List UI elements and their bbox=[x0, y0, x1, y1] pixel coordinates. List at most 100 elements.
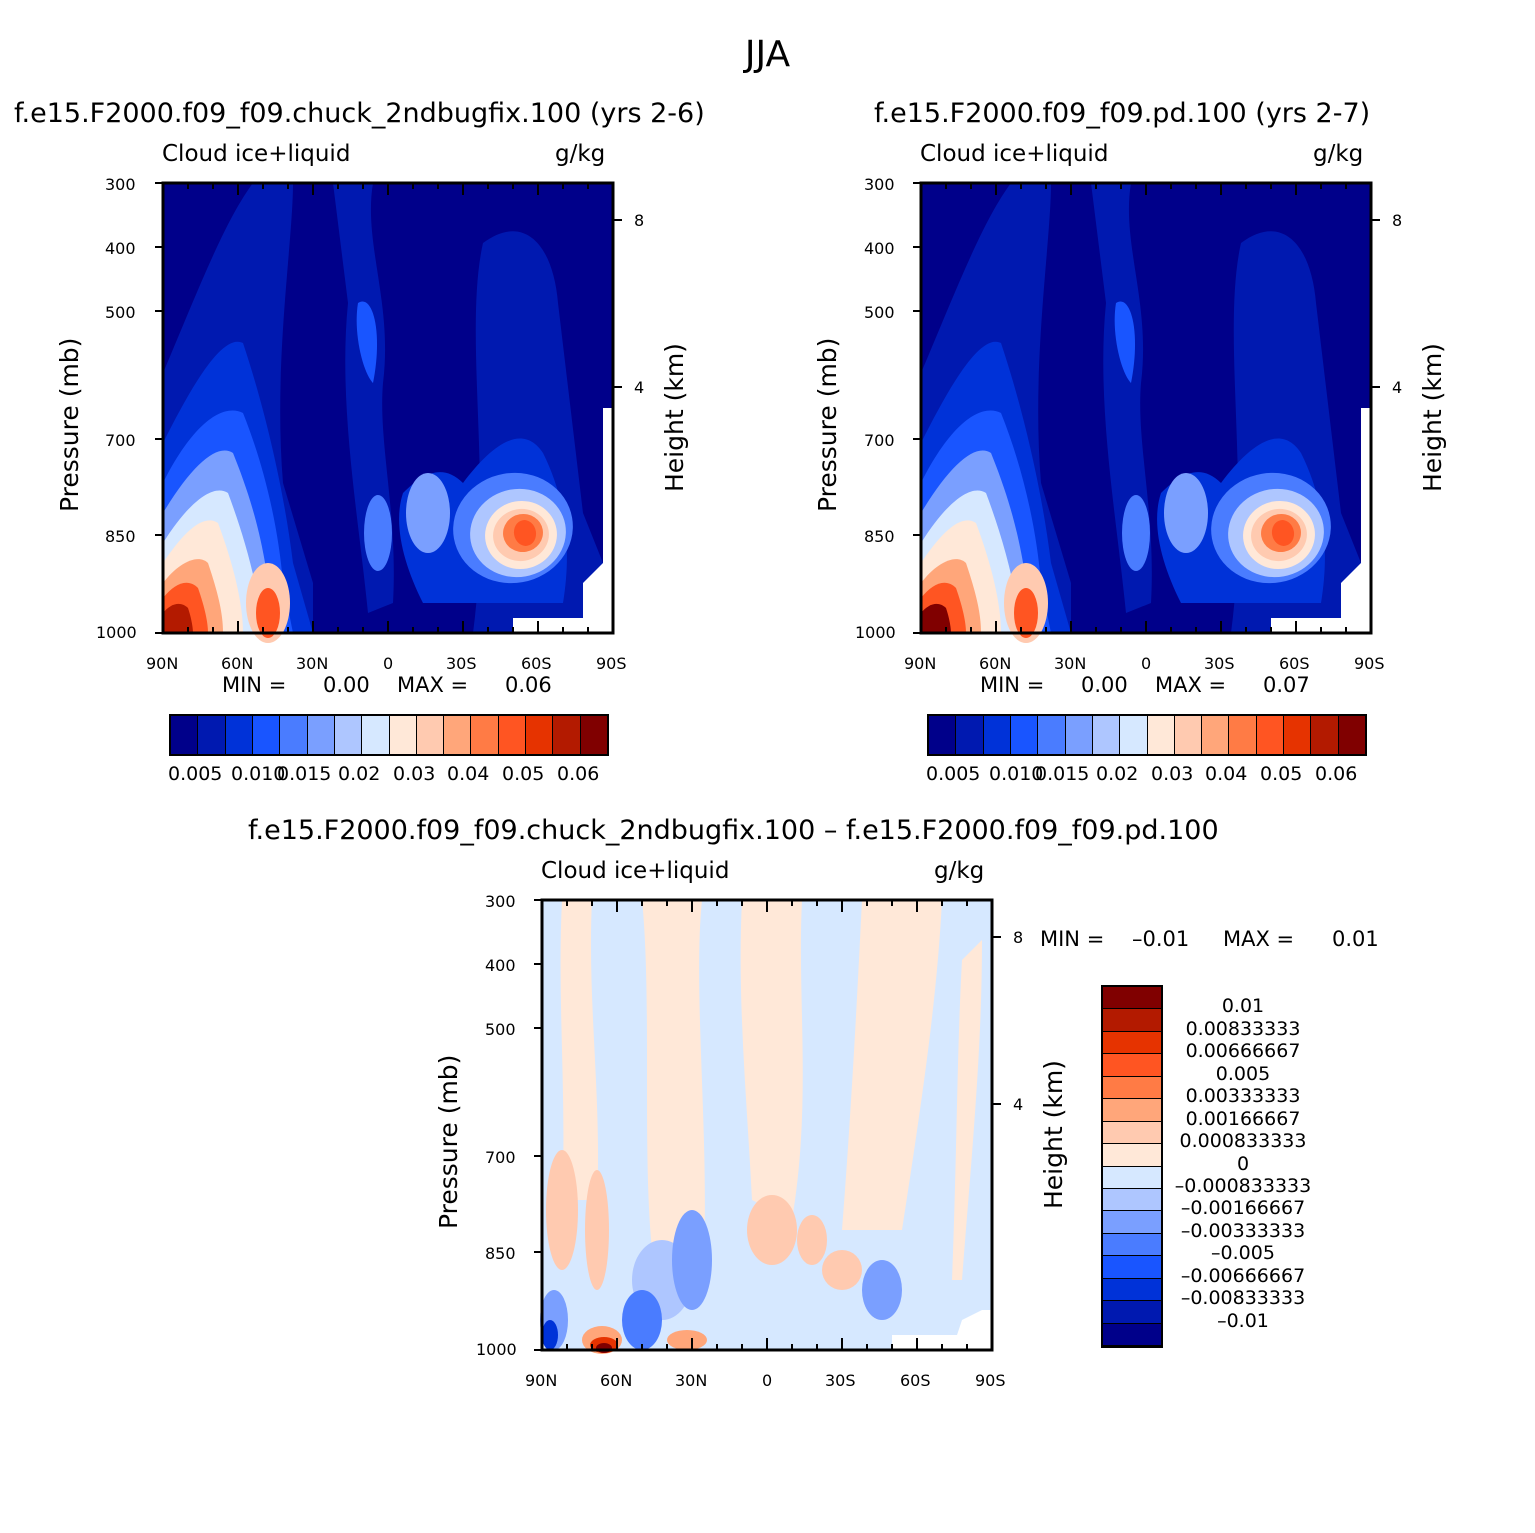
colorbar-swatch bbox=[1103, 1188, 1161, 1212]
contour-region bbox=[842, 900, 942, 1230]
panel1-xtick: 0 bbox=[383, 654, 394, 673]
panel2-colorbar bbox=[927, 714, 1367, 756]
panel3-min-value: –0.01 bbox=[1132, 927, 1190, 951]
panel3-y2tick: 4 bbox=[1013, 1095, 1024, 1114]
colorbar-swatch bbox=[1103, 1144, 1161, 1167]
panel3-colorbar-label: –0.00833333 bbox=[1180, 1287, 1306, 1310]
panel3-min-label: MIN = bbox=[1040, 927, 1105, 951]
contour-region bbox=[747, 1195, 797, 1265]
colorbar-swatch bbox=[1284, 716, 1312, 754]
colorbar-swatch bbox=[1103, 1256, 1161, 1279]
colorbar-swatch bbox=[1256, 716, 1285, 754]
panel2-colorbar-label: 0.06 bbox=[1315, 763, 1358, 785]
panel2-colorbar-label: 0.02 bbox=[1096, 763, 1139, 785]
contour-region bbox=[406, 473, 450, 553]
figure-title: JJA bbox=[744, 34, 791, 75]
panel1-min-label: MIN = bbox=[222, 673, 287, 697]
colorbar-swatch bbox=[334, 716, 363, 754]
panel1-ytick: 700 bbox=[105, 431, 136, 450]
panel1-y2tick: 4 bbox=[634, 378, 645, 397]
colorbar-swatch bbox=[1174, 716, 1203, 754]
panel3-xtick: 90N bbox=[525, 1371, 558, 1390]
panel1-colorbar-label: 0.02 bbox=[338, 763, 381, 785]
colorbar-swatch bbox=[498, 716, 527, 754]
panel2-xtick: 60N bbox=[979, 654, 1012, 673]
panel1-colorbar-label: 0.010 bbox=[231, 763, 286, 785]
colorbar-swatch bbox=[1065, 716, 1093, 754]
panel3-colorbar-label: –0.00333333 bbox=[1180, 1219, 1306, 1242]
panel3-colorbar-label: 0.00833333 bbox=[1185, 1017, 1301, 1040]
colorbar-swatch bbox=[1103, 1233, 1161, 1257]
panel3-colorbar-label: –0.005 bbox=[1211, 1242, 1275, 1265]
panel3-colorbar-label: –0.01 bbox=[1217, 1309, 1269, 1332]
colorbar-swatch bbox=[444, 716, 472, 754]
colorbar-swatch bbox=[1311, 716, 1339, 754]
missing-data-region bbox=[1271, 408, 1371, 633]
panel1-xtick: 60S bbox=[521, 654, 552, 673]
panel2-y2label: Height (km) bbox=[1418, 343, 1447, 492]
panel1-y2tick: 8 bbox=[634, 211, 645, 230]
colorbar-swatch bbox=[956, 716, 984, 754]
colorbar-swatch bbox=[1103, 1301, 1161, 1324]
contour-region bbox=[1271, 520, 1295, 546]
panel3-ytick: 700 bbox=[485, 1148, 516, 1167]
colorbar-swatch bbox=[198, 716, 226, 754]
panel1-colorbar-label: 0.005 bbox=[168, 763, 223, 785]
panel1-colorbar-label: 0.04 bbox=[447, 763, 490, 785]
missing-data-region bbox=[513, 408, 613, 633]
panel2-colorbar-label: 0.05 bbox=[1260, 763, 1303, 785]
contour-region bbox=[542, 1320, 558, 1350]
panel2-xtick: 90S bbox=[1354, 654, 1385, 673]
panel2-xtick: 30S bbox=[1204, 654, 1235, 673]
panel1-xtick: 30N bbox=[296, 654, 329, 673]
panel3-xtick: 30S bbox=[825, 1371, 856, 1390]
contour-region bbox=[642, 900, 705, 1300]
panel3-colorbar-label: –0.00166667 bbox=[1180, 1197, 1306, 1220]
colorbar-swatch bbox=[553, 716, 581, 754]
panel1-colorbar-label: 0.015 bbox=[277, 763, 332, 785]
panel3-colorbar-label: 0.00166667 bbox=[1185, 1107, 1301, 1130]
contour-region bbox=[822, 1250, 862, 1290]
colorbar-swatch bbox=[1103, 1031, 1161, 1055]
panel3-max-label: MAX = bbox=[1223, 927, 1295, 951]
colorbar-swatch bbox=[1103, 1166, 1161, 1189]
panel2-y2tick: 8 bbox=[1392, 211, 1403, 230]
panel2-xtick: 60S bbox=[1279, 654, 1310, 673]
panel2-ytick: 300 bbox=[864, 175, 895, 194]
panel2-min-label: MIN = bbox=[980, 673, 1045, 697]
colorbar-swatch bbox=[1103, 1121, 1161, 1145]
colorbar-swatch bbox=[307, 716, 335, 754]
contour-region bbox=[256, 588, 280, 638]
panel2-ytick: 500 bbox=[864, 303, 895, 322]
panel3-ytick: 400 bbox=[485, 956, 516, 975]
panel3-xtick: 60N bbox=[600, 1371, 633, 1390]
contour-region bbox=[560, 900, 599, 1200]
panel1-plot bbox=[155, 181, 622, 643]
panel3-colorbar-label: 0.000833333 bbox=[1179, 1130, 1307, 1153]
colorbar-swatch bbox=[1103, 1211, 1161, 1234]
panel3-ytick: 300 bbox=[485, 892, 516, 911]
contour-region bbox=[1122, 495, 1150, 571]
colorbar-swatch bbox=[1120, 716, 1148, 754]
panel3-colorbar-label: –0.00666667 bbox=[1180, 1264, 1306, 1287]
panel2-max-value: 0.07 bbox=[1263, 673, 1310, 697]
panel1-ytick: 500 bbox=[105, 303, 136, 322]
colorbar-swatch bbox=[983, 716, 1011, 754]
panel1-ytick: 300 bbox=[105, 175, 136, 194]
colorbar-swatch bbox=[1103, 987, 1161, 1010]
panel2-title: f.e15.F2000.f09_f09.pd.100 (yrs 2-7) bbox=[874, 98, 1371, 129]
panel3-xtick: 0 bbox=[762, 1371, 773, 1390]
colorbar-swatch bbox=[1010, 716, 1039, 754]
panel3-colorbar bbox=[1101, 985, 1163, 1348]
panel3-colorbar-label: 0.00666667 bbox=[1185, 1040, 1301, 1063]
colorbar-swatch bbox=[1103, 1099, 1161, 1122]
colorbar-swatch bbox=[1338, 716, 1365, 754]
colorbar-swatch bbox=[252, 716, 281, 754]
panel2-ylabel: Pressure (mb) bbox=[813, 337, 842, 512]
colorbar-swatch bbox=[389, 716, 417, 754]
panel1-title: f.e15.F2000.f09_f09.chuck_2ndbugfix.100 … bbox=[14, 98, 705, 129]
panel3-y2label: Height (km) bbox=[1039, 1060, 1068, 1209]
panel3-units: g/kg bbox=[934, 858, 985, 884]
panel2-colorbar-label: 0.03 bbox=[1151, 763, 1194, 785]
panel3-colorbar-label: 0 bbox=[1236, 1152, 1250, 1175]
